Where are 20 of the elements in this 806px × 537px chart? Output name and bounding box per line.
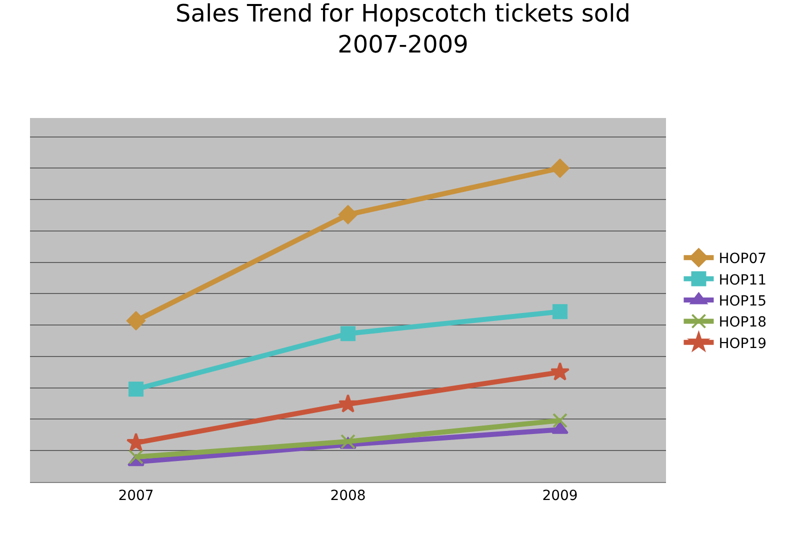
point	[128, 449, 144, 464]
legend-label: HOP11	[718, 272, 767, 288]
point	[126, 311, 146, 330]
point	[340, 326, 356, 342]
x-tick-label: 2009	[542, 488, 578, 504]
point	[340, 434, 356, 450]
legend-label: HOP18	[718, 314, 767, 331]
point	[550, 362, 570, 381]
x-tick-label: 2007	[118, 488, 154, 504]
point	[128, 382, 144, 397]
point	[338, 205, 358, 224]
point	[338, 394, 358, 413]
x-tick-label: 2008	[330, 488, 366, 504]
point	[550, 158, 570, 178]
chart-title: Sales Trend for Hopscotch tickets sold 2007-2009	[176, 0, 630, 59]
point	[552, 304, 568, 320]
legend-label: HOP19	[718, 336, 767, 352]
legend-label: HOP15	[718, 293, 767, 310]
point	[552, 413, 568, 428]
legend-label: HOP07	[718, 251, 767, 268]
